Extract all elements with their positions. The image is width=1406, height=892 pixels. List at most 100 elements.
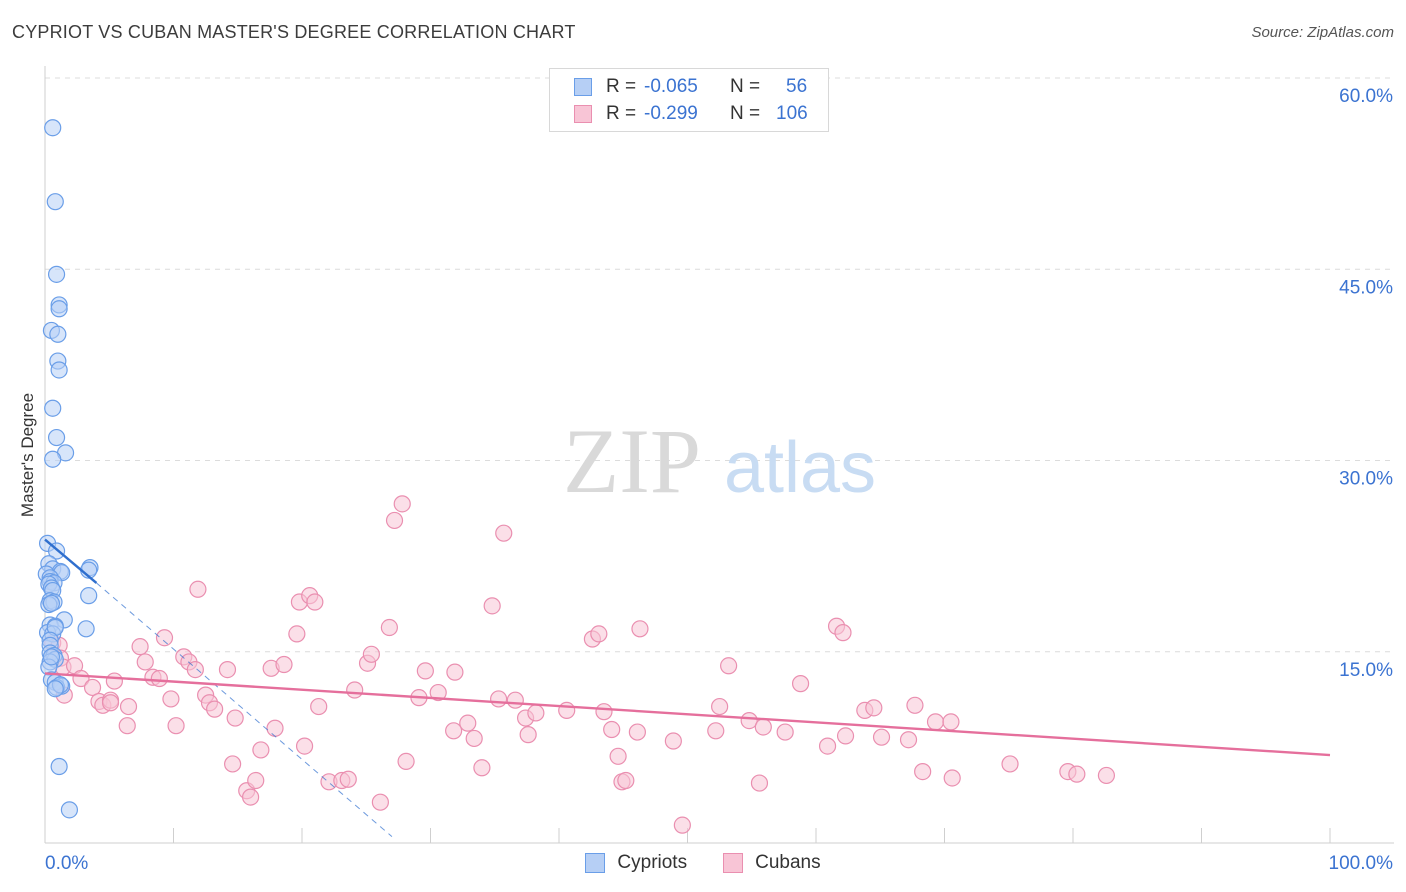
legend-r-value: -0.299 xyxy=(644,103,698,124)
point-cubans xyxy=(380,618,398,637)
data-points xyxy=(37,119,1116,834)
legend-n-label: N = xyxy=(730,103,761,124)
point-cubans xyxy=(119,697,138,716)
point-cubans xyxy=(339,770,357,788)
trend-dashed-cypriots xyxy=(96,582,393,838)
point-cypriots xyxy=(47,428,66,447)
point-cubans xyxy=(266,719,284,737)
legend-swatch-cubans xyxy=(723,853,744,873)
legend-swatch-cypriots xyxy=(574,78,592,96)
point-cubans xyxy=(155,629,174,647)
point-cubans xyxy=(446,663,464,681)
point-cubans xyxy=(206,700,224,718)
point-cubans xyxy=(834,624,852,642)
point-cubans xyxy=(288,625,306,643)
point-cubans xyxy=(740,711,758,730)
legend-item-cubans: Cubans xyxy=(723,852,821,874)
point-cubans xyxy=(906,696,924,714)
point-cypriots xyxy=(44,450,62,468)
legend-n-value: 106 xyxy=(776,103,808,124)
point-cubans xyxy=(247,771,265,790)
point-cubans xyxy=(118,717,136,735)
point-cypriots xyxy=(42,648,61,666)
point-cypriots xyxy=(44,399,62,417)
point-cubans xyxy=(397,752,415,771)
point-cubans xyxy=(617,771,635,790)
trend-lines xyxy=(44,538,1331,838)
point-cubans xyxy=(295,737,314,755)
point-cubans xyxy=(836,727,855,745)
legend-r-value: -0.065 xyxy=(644,76,698,97)
watermark-zip: ZIP xyxy=(563,410,701,512)
point-cubans xyxy=(628,723,646,741)
point-cubans xyxy=(942,713,960,731)
gridlines xyxy=(45,77,1394,653)
point-cubans xyxy=(393,495,411,513)
point-cubans xyxy=(252,741,270,759)
point-cubans xyxy=(603,720,621,739)
legend-item-cypriots: Cypriots xyxy=(585,852,687,874)
point-cubans xyxy=(558,701,576,720)
point-cypriots xyxy=(46,193,64,211)
point-cubans xyxy=(664,732,682,750)
point-cubans xyxy=(465,729,483,748)
point-cypriots xyxy=(80,587,98,605)
point-cubans xyxy=(105,672,123,690)
legend-swatch-cubans xyxy=(574,105,592,123)
point-cubans xyxy=(506,691,524,709)
point-cubans xyxy=(926,713,945,731)
point-cubans xyxy=(242,788,260,806)
tick-labels: 15.0% 30.0% 45.0% 60.0% 0.0% 100.0% xyxy=(45,86,1393,874)
watermark: ZIP atlas xyxy=(563,410,876,512)
point-cubans xyxy=(83,678,102,697)
legend-r-label: R = xyxy=(606,103,637,124)
y-tick-label: 45.0% xyxy=(1339,277,1393,298)
point-cubans xyxy=(707,722,725,740)
point-cubans xyxy=(1068,765,1086,783)
point-cypriots xyxy=(50,300,68,318)
point-cubans xyxy=(914,762,932,781)
y-tick-label: 60.0% xyxy=(1339,86,1393,107)
point-cubans xyxy=(346,681,364,699)
trend-line-cypriots xyxy=(44,538,98,584)
point-cypriots xyxy=(77,620,95,638)
point-cubans xyxy=(791,675,810,693)
point-cubans xyxy=(631,620,649,638)
legend-swatch-cypriots xyxy=(585,853,606,873)
point-cubans xyxy=(899,731,918,749)
point-cypriots xyxy=(49,325,67,343)
legend-row-cubans: R = -0.299 N = 106 xyxy=(574,102,808,126)
legend-row-cypriots: R = -0.065 N = 56 xyxy=(574,75,807,99)
point-cubans xyxy=(226,709,244,727)
legend-label-cypriots: Cypriots xyxy=(617,852,688,873)
point-cubans xyxy=(371,793,389,811)
legend-label-cubans: Cubans xyxy=(755,852,821,873)
point-cubans xyxy=(167,717,185,735)
point-cubans xyxy=(306,593,324,611)
point-cubans xyxy=(754,718,772,736)
legend-n-value: 56 xyxy=(786,76,808,97)
point-cubans xyxy=(189,580,207,598)
point-cubans xyxy=(776,723,794,741)
point-cubans xyxy=(943,769,961,787)
y-tick-label: 15.0% xyxy=(1339,660,1393,681)
point-cubans xyxy=(101,694,120,712)
point-cubans xyxy=(218,660,237,679)
point-cubans xyxy=(445,722,463,740)
point-cubans xyxy=(275,655,293,674)
chart-title: CYPRIOT VS CUBAN MASTER'S DEGREE CORRELA… xyxy=(12,22,576,42)
point-cubans xyxy=(310,697,328,716)
point-cubans xyxy=(131,638,149,656)
point-cubans xyxy=(495,524,513,542)
point-cubans xyxy=(186,660,204,679)
x-tick-label: 0.0% xyxy=(45,853,88,874)
point-cypriots xyxy=(50,361,68,379)
point-cubans xyxy=(595,703,613,721)
point-cypriots xyxy=(46,680,64,698)
x-tick-label: 100.0% xyxy=(1329,853,1394,874)
point-cypriots xyxy=(47,265,66,283)
point-cubans xyxy=(490,690,508,708)
point-cubans xyxy=(527,704,545,722)
point-cubans xyxy=(865,699,883,717)
point-cubans xyxy=(429,683,447,702)
